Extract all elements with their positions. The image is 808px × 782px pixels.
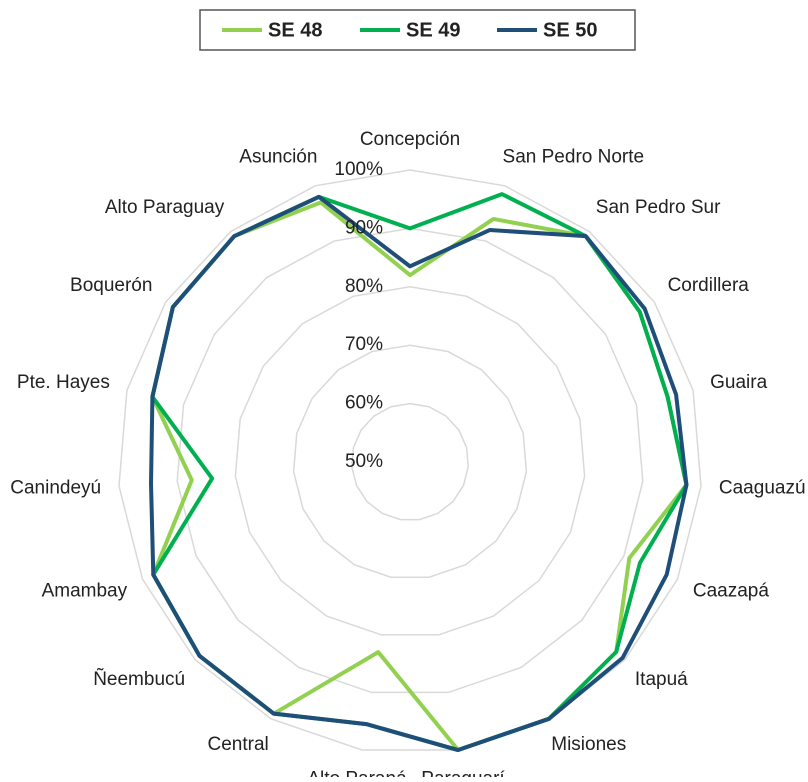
- category-label: Amambay: [42, 580, 128, 601]
- category-label: Alto Paraguay: [105, 197, 225, 218]
- category-label: Itapuá: [635, 669, 688, 690]
- category-label: Alto Paraná: [307, 769, 407, 777]
- legend-label: SE 50: [543, 19, 597, 41]
- grid-ring: [118, 169, 702, 751]
- category-label: Central: [207, 734, 268, 755]
- grid-ring: [351, 402, 469, 521]
- category-label: San Pedro Sur: [596, 197, 721, 218]
- category-label: San Pedro Norte: [503, 146, 645, 167]
- y-tick-label: 60%: [345, 393, 383, 414]
- series-line: [150, 192, 689, 753]
- y-tick-label: 80%: [345, 276, 383, 297]
- category-label: Canindeyú: [10, 478, 101, 499]
- category-label: Cordillera: [668, 275, 750, 296]
- category-label: Boquerón: [70, 275, 152, 296]
- legend-label: SE 48: [268, 19, 322, 41]
- category-label: Guaira: [710, 372, 767, 393]
- series-line: [149, 194, 689, 753]
- category-label: Misiones: [551, 734, 626, 755]
- category-label: Concepción: [360, 129, 460, 150]
- category-label: Caaguazú: [719, 478, 806, 499]
- legend-label: SE 49: [406, 19, 460, 41]
- y-tick-label: 50%: [345, 451, 383, 472]
- grid-ring: [234, 286, 586, 636]
- y-tick-label: 70%: [345, 334, 383, 355]
- category-label: Ñeembucú: [93, 668, 185, 690]
- category-label: Asunción: [239, 146, 317, 167]
- category-label: Caazapá: [693, 580, 769, 601]
- y-tick-label: 90%: [345, 217, 383, 238]
- legend-box: [199, 9, 636, 51]
- series-line: [150, 200, 689, 753]
- grid-ring: [176, 227, 644, 694]
- y-tick-label: 100%: [334, 159, 383, 180]
- category-label: Pte. Hayes: [17, 372, 110, 393]
- grid-ring: [292, 344, 528, 578]
- category-label: Paraguarí: [421, 769, 505, 777]
